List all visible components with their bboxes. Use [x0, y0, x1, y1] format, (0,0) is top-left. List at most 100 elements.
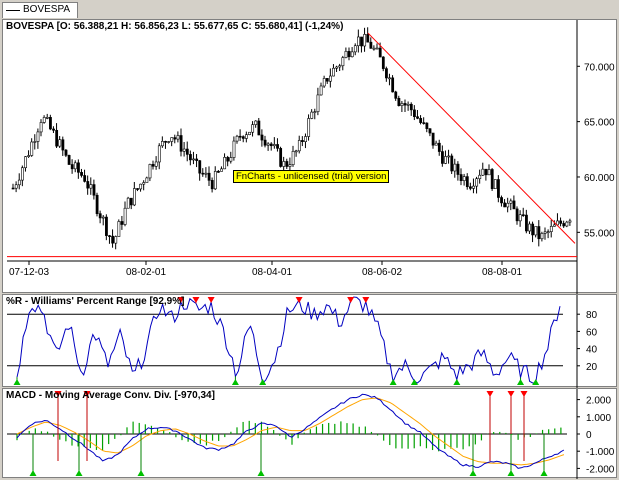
- candle-body: [157, 145, 161, 163]
- macd-panel[interactable]: 2.000 1.000 0 -1.000 -2.000 MACD - Moving Av…: [2, 388, 617, 479]
- macd-y-tick-label: -1.000: [586, 447, 615, 458]
- candle-body: [394, 91, 398, 99]
- candle-body: [176, 135, 180, 140]
- macd-sell-signal-marker: [486, 391, 494, 397]
- candle-body: [36, 131, 40, 142]
- wr-line: [16, 296, 561, 384]
- candle-body: [490, 169, 494, 189]
- sell-signal-marker: [295, 297, 303, 303]
- candle-body: [369, 41, 373, 49]
- candle-body: [120, 221, 124, 225]
- candle-body: [238, 135, 242, 138]
- candle-body: [123, 207, 127, 225]
- candle-body: [347, 51, 351, 58]
- candle-body: [192, 158, 195, 161]
- candle-body: [145, 177, 149, 183]
- macd-svg: 2.000 1.000 0 -1.000 -2.000: [7, 389, 615, 479]
- candle-body: [170, 137, 174, 142]
- candle-body: [179, 135, 183, 152]
- williams-r-panel[interactable]: 80 60 40 20 %R - Williams' Percent Range [9…: [2, 294, 617, 388]
- candle-body: [86, 181, 90, 189]
- candle-body: [136, 188, 139, 190]
- macd-y-tick-label: -2.000: [586, 464, 615, 475]
- candle-body: [210, 180, 214, 190]
- candle-body: [189, 154, 192, 161]
- candle-body: [133, 188, 136, 206]
- candle-body: [341, 57, 345, 67]
- candle-body: [251, 124, 255, 133]
- price-x-tick-label: 08-06-02: [362, 267, 402, 278]
- candle-body: [276, 144, 279, 149]
- price-x-tick-label: 08-08-01: [482, 267, 522, 278]
- candle-body: [322, 78, 326, 87]
- candle-body: [213, 171, 217, 190]
- candle-body: [229, 157, 233, 162]
- candle-body: [220, 168, 223, 172]
- candle-body: [108, 235, 111, 237]
- symbol-tab-label: BOVESPA: [23, 4, 71, 15]
- buy-signal-marker: [231, 379, 239, 385]
- price-chart-svg: 70.000 65.000 60.000 55.000 07-12-03 08-02-01…: [7, 20, 615, 294]
- candle-body: [419, 118, 423, 123]
- candle-body: [568, 220, 572, 223]
- candle-body: [139, 183, 143, 190]
- candle-body: [257, 120, 261, 136]
- candle-body: [549, 226, 553, 232]
- macd-y-tick-label: 2.000: [586, 396, 611, 407]
- candle-body: [562, 223, 566, 227]
- trial-watermark: FnCharts - unlicensed (trial) version: [233, 170, 390, 183]
- candle-body: [338, 65, 342, 68]
- candle-body: [363, 34, 367, 47]
- wr-y-tick-label: 20: [586, 362, 598, 373]
- candle-body: [459, 174, 463, 181]
- buy-signal-marker: [259, 379, 267, 385]
- macd-sell-signal-marker: [520, 391, 528, 397]
- candle-body: [447, 155, 451, 158]
- candle-body: [409, 103, 413, 111]
- candle-body: [282, 161, 286, 167]
- candle-body: [310, 111, 314, 119]
- candle-body: [521, 214, 525, 217]
- candle-body: [291, 150, 295, 165]
- candle-body: [245, 134, 248, 139]
- candle-body: [540, 233, 544, 240]
- symbol-tab[interactable]: BOVESPA: [2, 2, 78, 18]
- candle-body: [17, 179, 21, 186]
- candle-body: [481, 168, 485, 176]
- price-chart-panel[interactable]: 70.000 65.000 60.000 55.000 07-12-03 08-02-01…: [2, 19, 617, 294]
- candle-body: [403, 103, 407, 106]
- candle-body: [546, 231, 550, 233]
- series-line-icon: [6, 10, 20, 11]
- candle-body: [416, 116, 419, 119]
- sell-signal-marker: [207, 297, 215, 303]
- candle-body: [357, 36, 360, 47]
- candle-body: [472, 185, 475, 189]
- buy-signal-marker: [410, 379, 418, 385]
- candle-body: [142, 182, 146, 185]
- candle-body: [101, 216, 105, 219]
- candle-body: [335, 66, 339, 69]
- candle-body: [129, 197, 133, 206]
- candle-body: [73, 162, 77, 170]
- candle-body: [422, 122, 426, 124]
- macd-buy-signal-marker: [75, 470, 83, 476]
- candle-body: [493, 179, 497, 189]
- candle-body: [353, 45, 357, 53]
- candle-body: [92, 184, 96, 196]
- candle-body: [531, 223, 535, 236]
- candle-body: [111, 235, 115, 244]
- macd-buy-signal-marker: [29, 470, 37, 476]
- candle-body: [512, 200, 516, 210]
- candle-body: [350, 51, 354, 58]
- candle-body: [285, 161, 289, 167]
- candle-body: [381, 56, 385, 69]
- candle-body: [117, 221, 121, 237]
- macd-sell-signal-marker: [83, 391, 91, 397]
- candle-body: [27, 155, 31, 157]
- candle-body: [360, 36, 363, 47]
- williams-r-svg: 80 60 40 20: [7, 295, 598, 388]
- candle-body: [217, 171, 220, 173]
- candle-body: [304, 136, 307, 142]
- candle-body: [475, 178, 479, 187]
- candle-body: [279, 148, 283, 167]
